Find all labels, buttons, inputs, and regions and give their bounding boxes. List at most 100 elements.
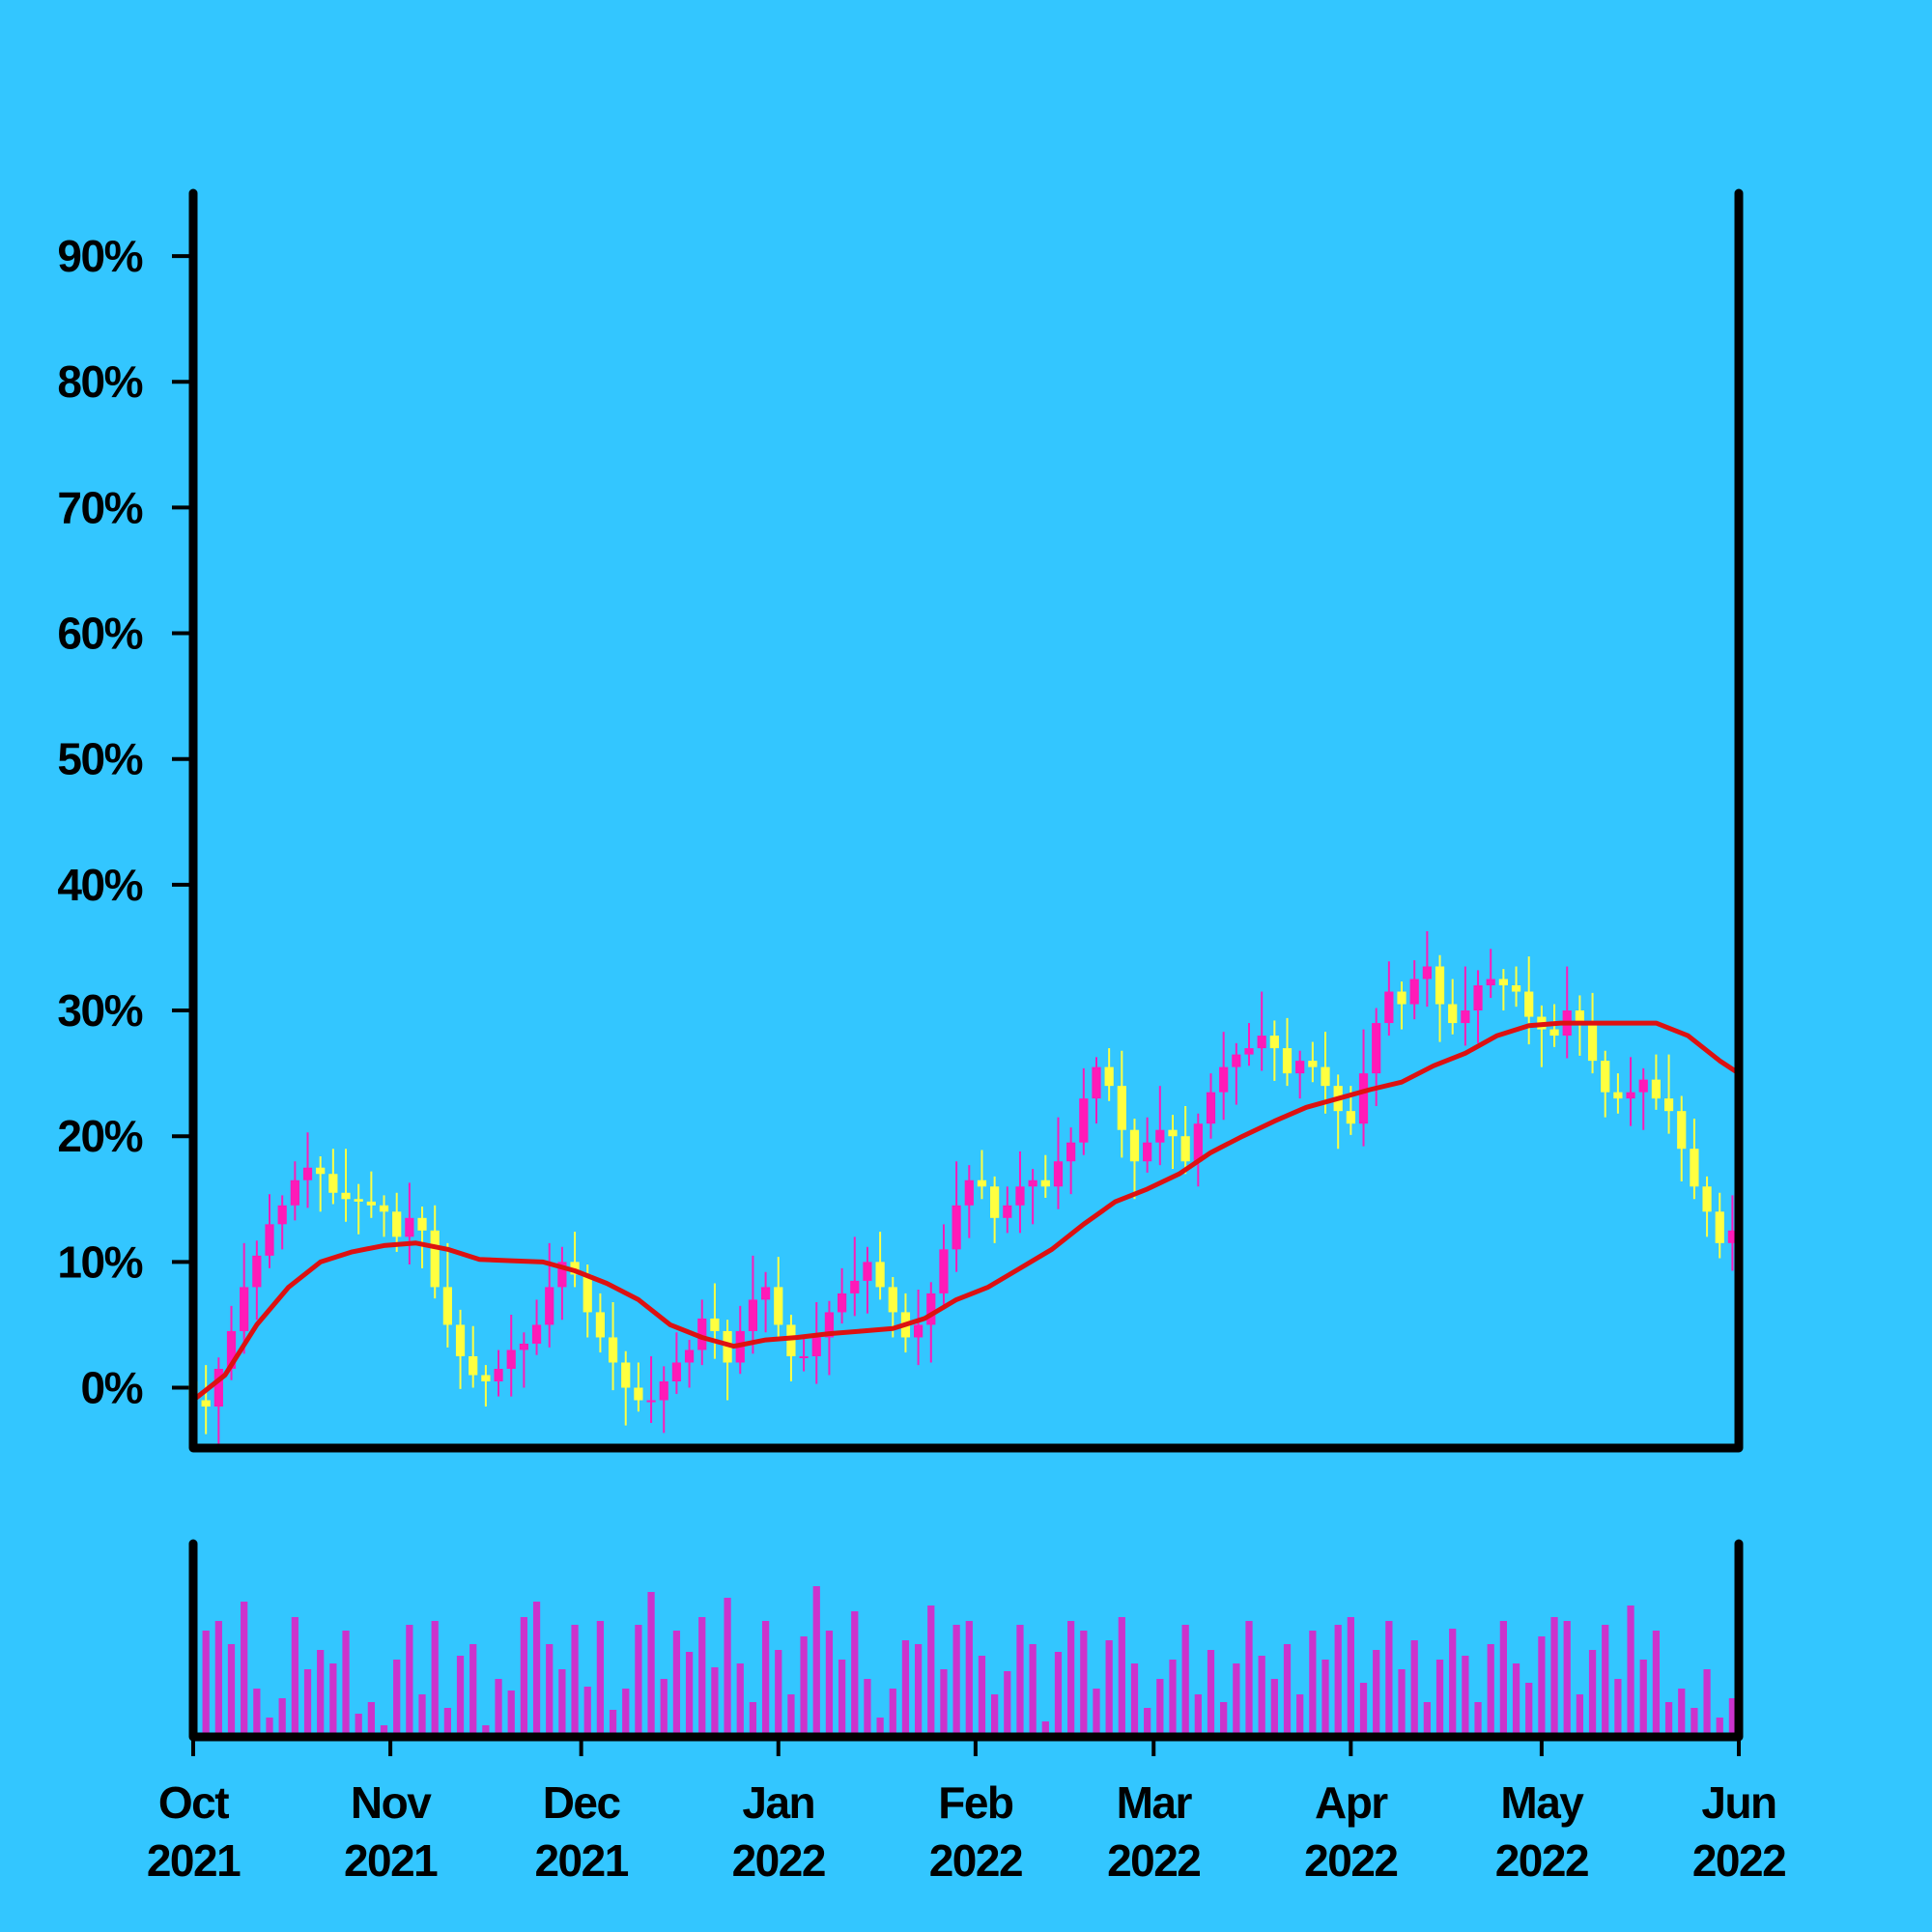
x-tick-label-line: 2022 xyxy=(732,1835,825,1886)
candle-body xyxy=(1206,1092,1216,1124)
candle-body xyxy=(582,1274,592,1313)
candle-body xyxy=(545,1287,554,1325)
candle-body xyxy=(837,1293,847,1313)
volume-bar xyxy=(1029,1644,1037,1737)
volume-bar xyxy=(355,1714,362,1737)
x-tick-label-line: 2022 xyxy=(1107,1835,1200,1886)
volume-bar xyxy=(393,1660,401,1737)
candle-body xyxy=(405,1217,414,1237)
volume-bar xyxy=(380,1725,388,1737)
candle-body xyxy=(519,1343,528,1350)
volume-bar xyxy=(1093,1689,1100,1737)
volume-bar xyxy=(291,1617,298,1737)
volume-bar xyxy=(1602,1625,1609,1737)
volume-bar xyxy=(495,1679,502,1737)
candle-body xyxy=(1180,1136,1190,1162)
volume-bar xyxy=(635,1625,642,1737)
candle-body xyxy=(1168,1129,1178,1137)
volume-bar xyxy=(1041,1721,1049,1737)
candle-body xyxy=(1549,1029,1559,1037)
volume-bar xyxy=(532,1602,541,1737)
volume-bar xyxy=(469,1644,477,1737)
volume-bar xyxy=(609,1710,617,1737)
x-tick-label: Jan 2022 xyxy=(732,1777,825,1886)
volume-bar xyxy=(418,1694,426,1737)
candle-body xyxy=(252,1255,262,1288)
volume-bar xyxy=(1373,1650,1380,1737)
volume-bar xyxy=(406,1625,413,1737)
candle-body xyxy=(1727,1230,1738,1243)
x-tick-label-line: 2022 xyxy=(1692,1835,1785,1886)
y-tick-label: 10% xyxy=(57,1236,142,1287)
candle-body xyxy=(1626,1092,1635,1099)
candle-body xyxy=(926,1293,936,1325)
candle-body xyxy=(684,1350,695,1363)
candle-body xyxy=(824,1312,835,1338)
x-tick-label: Jun 2022 xyxy=(1692,1777,1785,1886)
candle-body xyxy=(469,1355,478,1376)
candle-body xyxy=(1601,1061,1610,1093)
volume-bar xyxy=(660,1679,668,1737)
candle-body xyxy=(1117,1086,1126,1130)
candle-body xyxy=(786,1324,796,1356)
volume-bar xyxy=(202,1631,210,1737)
volume-bar xyxy=(812,1586,820,1737)
x-tick-label-line: Mar xyxy=(1117,1777,1193,1828)
volume-bar xyxy=(1462,1656,1469,1737)
candle-body xyxy=(481,1375,491,1382)
x-tick-label: May 2022 xyxy=(1495,1777,1588,1886)
volume-bar xyxy=(1283,1644,1292,1737)
candle-body xyxy=(354,1199,363,1202)
candle-body xyxy=(1308,1061,1318,1067)
candle-body xyxy=(1219,1066,1229,1093)
candle-body xyxy=(1575,1010,1584,1024)
x-tick-label: Dec 2021 xyxy=(534,1777,628,1886)
volume-bar xyxy=(1296,1694,1304,1737)
candle-body xyxy=(1053,1161,1064,1187)
volume-bar xyxy=(1004,1671,1011,1737)
candle-body xyxy=(240,1287,249,1331)
candle-body xyxy=(1066,1142,1076,1162)
candle-body xyxy=(290,1179,299,1206)
volume-bar xyxy=(1512,1663,1520,1737)
volume-bar xyxy=(724,1598,731,1737)
x-tick-label-line: Apr xyxy=(1315,1777,1388,1828)
volume-bar xyxy=(482,1725,490,1737)
candle-body xyxy=(1003,1205,1012,1218)
volume-bar xyxy=(864,1679,871,1737)
volume-bar xyxy=(1270,1679,1278,1737)
volume-bar xyxy=(329,1663,337,1737)
candle-body xyxy=(1651,1079,1662,1099)
candle-body xyxy=(265,1224,274,1256)
volume-bar xyxy=(1169,1660,1177,1737)
candle-body xyxy=(201,1400,211,1407)
candle-body xyxy=(1397,991,1406,1005)
volume-bar xyxy=(1144,1708,1151,1737)
y-tick-label: 70% xyxy=(57,482,142,532)
volume-bar xyxy=(241,1602,248,1737)
candle-body xyxy=(1028,1179,1037,1187)
candle-body xyxy=(939,1249,949,1293)
volume-bar xyxy=(1258,1656,1265,1737)
candle-body xyxy=(811,1337,821,1356)
volume-bar xyxy=(443,1708,451,1737)
x-tick-label-line: Jan xyxy=(742,1777,814,1828)
candle-body xyxy=(1040,1179,1050,1187)
candle-body xyxy=(863,1262,872,1281)
volume-bar xyxy=(1016,1625,1024,1737)
candle-body xyxy=(1295,1061,1305,1074)
candle-body xyxy=(430,1230,440,1288)
volume-bar xyxy=(991,1694,999,1737)
volume-bar xyxy=(1347,1617,1354,1737)
candle-body xyxy=(888,1287,897,1313)
candle-body xyxy=(659,1381,668,1401)
candle-body xyxy=(697,1318,707,1350)
volume-bar xyxy=(685,1652,694,1737)
volume-bar xyxy=(1716,1718,1723,1737)
candle-body xyxy=(952,1205,961,1250)
x-tick-label-line: 2022 xyxy=(1495,1835,1588,1886)
x-tick-label-line: Dec xyxy=(543,1777,621,1828)
candle-body xyxy=(710,1318,720,1331)
candle-body xyxy=(1143,1142,1152,1162)
